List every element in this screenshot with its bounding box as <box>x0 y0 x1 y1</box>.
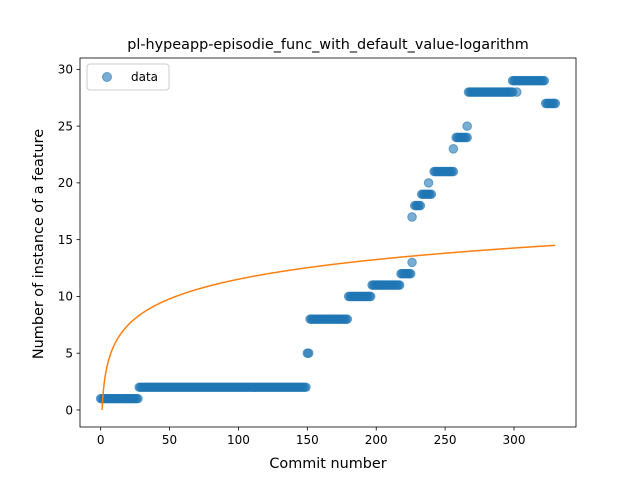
axes: 0 50 100 150 200 250 300 0 5 10 15 20 25 30 <box>58 57 577 447</box>
data-point <box>415 200 426 211</box>
data-point <box>342 314 353 324</box>
data-point <box>426 189 437 200</box>
x-tick-label: 0 <box>97 433 105 447</box>
y-tick-label: 25 <box>58 119 73 133</box>
chart-title: pl-hypeapp-episodie_func_with_default_va… <box>127 37 529 53</box>
data-point <box>133 393 143 404</box>
x-tick-label: 200 <box>365 433 388 447</box>
y-axis-label: Number of instance of a feature <box>31 129 47 359</box>
legend-marker <box>102 72 112 82</box>
fit-line <box>101 244 556 411</box>
data-point <box>405 268 416 279</box>
data-point <box>448 144 459 154</box>
data-point <box>550 98 561 109</box>
x-tick-label: 100 <box>227 433 250 447</box>
y-tick-label: 15 <box>58 233 73 247</box>
data-point <box>511 87 522 97</box>
data-point <box>539 75 550 86</box>
data-point <box>301 382 311 393</box>
x-tick-label: 50 <box>162 433 177 447</box>
x-tick-label: 300 <box>503 433 526 447</box>
data-point <box>462 121 472 131</box>
y-tick-label: 0 <box>65 403 73 417</box>
legend-label: data <box>131 70 158 84</box>
x-axis-label: Commit number <box>269 456 386 472</box>
data-point <box>407 212 417 222</box>
y-tick-label: 20 <box>58 176 73 190</box>
x-tick-label: 150 <box>296 433 319 447</box>
data-point <box>303 348 314 359</box>
legend: data <box>86 63 170 91</box>
axes-frame <box>79 57 577 428</box>
data-point <box>462 132 472 143</box>
plot-area <box>95 75 561 411</box>
data-point <box>365 291 376 302</box>
legend-box <box>86 63 170 91</box>
data-point <box>394 280 405 290</box>
data-point <box>407 257 417 268</box>
y-tick-label: 5 <box>65 347 73 361</box>
y-tick-label: 30 <box>58 63 73 77</box>
data-point <box>423 178 434 188</box>
y-tick-label: 10 <box>58 290 73 304</box>
x-tick-label: 250 <box>434 433 457 447</box>
data-point <box>448 166 459 177</box>
